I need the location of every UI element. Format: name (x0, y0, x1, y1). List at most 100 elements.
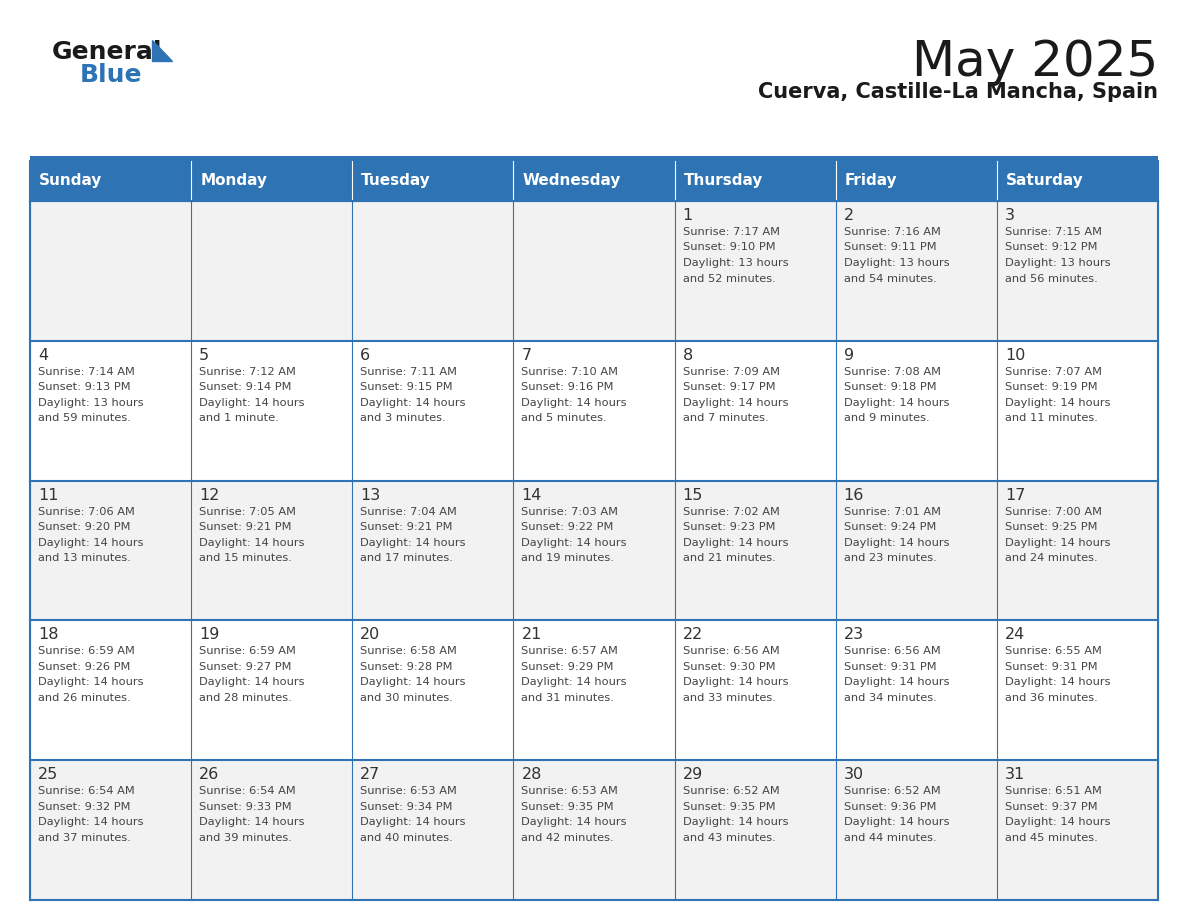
Bar (353, 201, 513, 341)
Text: 21: 21 (522, 627, 542, 643)
Polygon shape (152, 40, 172, 61)
Text: Sunset: 9:35 PM: Sunset: 9:35 PM (683, 801, 776, 812)
Text: Friday: Friday (845, 174, 897, 188)
Bar (30, 161, 191, 201)
Bar (835, 201, 997, 341)
Text: 7: 7 (522, 348, 531, 363)
Text: Sunset: 9:11 PM: Sunset: 9:11 PM (843, 242, 936, 252)
Text: 23: 23 (843, 627, 864, 643)
Text: Sunset: 9:35 PM: Sunset: 9:35 PM (522, 801, 614, 812)
Text: Sunset: 9:12 PM: Sunset: 9:12 PM (1005, 242, 1098, 252)
Text: and 30 minutes.: and 30 minutes. (360, 693, 453, 703)
Text: 6: 6 (360, 348, 371, 363)
Text: 19: 19 (200, 627, 220, 643)
Text: and 54 minutes.: and 54 minutes. (843, 274, 936, 284)
Text: 13: 13 (360, 487, 380, 502)
Text: 2: 2 (843, 208, 854, 223)
Text: Sunset: 9:32 PM: Sunset: 9:32 PM (38, 801, 131, 812)
Text: Sunset: 9:14 PM: Sunset: 9:14 PM (200, 382, 291, 392)
Text: Daylight: 13 hours: Daylight: 13 hours (38, 397, 144, 408)
Bar (835, 341, 997, 481)
Text: Sunset: 9:15 PM: Sunset: 9:15 PM (360, 382, 453, 392)
Text: Sunset: 9:34 PM: Sunset: 9:34 PM (360, 801, 453, 812)
Text: Sunrise: 7:03 AM: Sunrise: 7:03 AM (522, 507, 619, 517)
Text: Sunset: 9:17 PM: Sunset: 9:17 PM (683, 382, 776, 392)
Bar (675, 201, 835, 341)
Text: 25: 25 (38, 767, 58, 782)
Text: 1: 1 (683, 208, 693, 223)
Text: and 13 minutes.: and 13 minutes. (38, 554, 131, 563)
Text: and 26 minutes.: and 26 minutes. (38, 693, 131, 703)
Text: Sunrise: 7:08 AM: Sunrise: 7:08 AM (843, 367, 941, 376)
Text: Sunrise: 7:14 AM: Sunrise: 7:14 AM (38, 367, 135, 376)
Text: Sunset: 9:36 PM: Sunset: 9:36 PM (843, 801, 936, 812)
Text: Daylight: 13 hours: Daylight: 13 hours (1005, 258, 1111, 268)
Text: Blue: Blue (80, 63, 143, 87)
Text: and 11 minutes.: and 11 minutes. (1005, 413, 1098, 423)
Bar (30, 481, 191, 621)
Text: Sunrise: 7:09 AM: Sunrise: 7:09 AM (683, 367, 779, 376)
Text: and 43 minutes.: and 43 minutes. (683, 833, 776, 843)
Text: Sunrise: 6:54 AM: Sunrise: 6:54 AM (38, 786, 134, 796)
Text: Sunset: 9:23 PM: Sunset: 9:23 PM (683, 522, 775, 532)
Text: Sunset: 9:26 PM: Sunset: 9:26 PM (38, 662, 131, 672)
Text: Sunrise: 6:52 AM: Sunrise: 6:52 AM (843, 786, 941, 796)
Bar (30, 760, 191, 900)
Text: and 24 minutes.: and 24 minutes. (1005, 554, 1098, 563)
Text: and 40 minutes.: and 40 minutes. (360, 833, 453, 843)
Bar (191, 760, 353, 900)
Text: Sunrise: 7:01 AM: Sunrise: 7:01 AM (843, 507, 941, 517)
Bar (30, 341, 191, 481)
Text: Daylight: 14 hours: Daylight: 14 hours (38, 538, 144, 548)
Text: 24: 24 (1005, 627, 1025, 643)
Text: and 42 minutes.: and 42 minutes. (522, 833, 614, 843)
Text: Sunrise: 7:00 AM: Sunrise: 7:00 AM (1005, 507, 1101, 517)
Text: Sunrise: 7:02 AM: Sunrise: 7:02 AM (683, 507, 779, 517)
Text: and 15 minutes.: and 15 minutes. (200, 554, 292, 563)
Text: Daylight: 14 hours: Daylight: 14 hours (360, 397, 466, 408)
Bar (191, 341, 353, 481)
Text: and 5 minutes.: and 5 minutes. (522, 413, 607, 423)
Text: Sunset: 9:21 PM: Sunset: 9:21 PM (200, 522, 291, 532)
Text: Daylight: 14 hours: Daylight: 14 hours (843, 677, 949, 688)
Text: 15: 15 (683, 487, 703, 502)
Bar (997, 341, 1158, 481)
Bar (675, 161, 835, 201)
Text: and 33 minutes.: and 33 minutes. (683, 693, 776, 703)
Text: Sunrise: 7:17 AM: Sunrise: 7:17 AM (683, 227, 779, 237)
Text: Sunset: 9:18 PM: Sunset: 9:18 PM (843, 382, 936, 392)
Text: Daylight: 14 hours: Daylight: 14 hours (360, 817, 466, 827)
Text: Sunset: 9:28 PM: Sunset: 9:28 PM (360, 662, 453, 672)
Text: Sunset: 9:29 PM: Sunset: 9:29 PM (522, 662, 614, 672)
Text: 11: 11 (38, 487, 58, 502)
Bar (675, 341, 835, 481)
Text: Daylight: 14 hours: Daylight: 14 hours (843, 538, 949, 548)
Bar (835, 161, 997, 201)
Text: and 39 minutes.: and 39 minutes. (200, 833, 292, 843)
Bar (353, 621, 513, 760)
Bar (191, 481, 353, 621)
Text: Sunset: 9:27 PM: Sunset: 9:27 PM (200, 662, 291, 672)
Text: General: General (52, 40, 163, 64)
Text: 17: 17 (1005, 487, 1025, 502)
Text: Daylight: 14 hours: Daylight: 14 hours (683, 677, 788, 688)
Text: Daylight: 14 hours: Daylight: 14 hours (522, 538, 627, 548)
Text: and 17 minutes.: and 17 minutes. (360, 554, 453, 563)
Text: Daylight: 14 hours: Daylight: 14 hours (1005, 817, 1111, 827)
Text: Sunrise: 7:16 AM: Sunrise: 7:16 AM (843, 227, 941, 237)
Text: Sunrise: 6:58 AM: Sunrise: 6:58 AM (360, 646, 457, 656)
Text: Sunrise: 7:10 AM: Sunrise: 7:10 AM (522, 367, 619, 376)
Text: Daylight: 13 hours: Daylight: 13 hours (843, 258, 949, 268)
Bar (835, 760, 997, 900)
Text: Sunrise: 7:11 AM: Sunrise: 7:11 AM (360, 367, 457, 376)
Text: Monday: Monday (200, 174, 267, 188)
Text: Sunset: 9:20 PM: Sunset: 9:20 PM (38, 522, 131, 532)
Text: Daylight: 14 hours: Daylight: 14 hours (843, 817, 949, 827)
Text: and 31 minutes.: and 31 minutes. (522, 693, 614, 703)
Bar (513, 161, 675, 201)
Text: Daylight: 14 hours: Daylight: 14 hours (200, 817, 304, 827)
Text: May 2025: May 2025 (911, 38, 1158, 86)
Text: and 28 minutes.: and 28 minutes. (200, 693, 292, 703)
Text: and 45 minutes.: and 45 minutes. (1005, 833, 1098, 843)
Text: Sunset: 9:16 PM: Sunset: 9:16 PM (522, 382, 614, 392)
